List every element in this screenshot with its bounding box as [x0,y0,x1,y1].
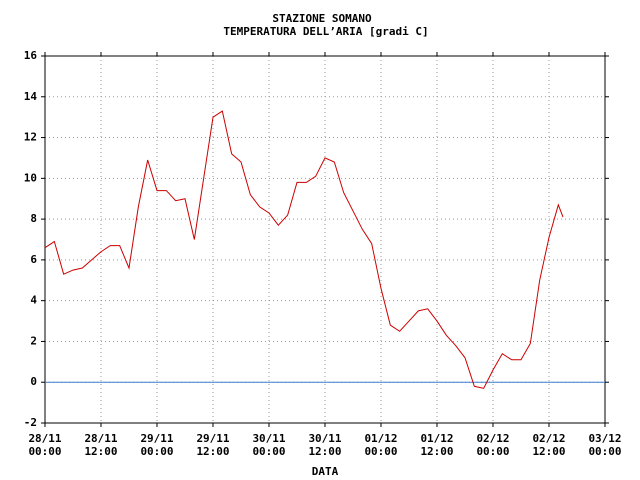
y-tick-label: 16 [24,49,38,62]
y-tick-label: 10 [24,171,37,184]
x-tick-label: 29/11 12:00 [196,432,229,458]
x-tick-label: 28/11 12:00 [84,432,117,458]
y-tick-label: 14 [24,90,38,103]
x-tick-label: 01/12 12:00 [420,432,453,458]
y-tick-label: 0 [30,375,37,388]
x-tick-label: 30/11 12:00 [308,432,341,458]
x-tick-label: 30/11 00:00 [252,432,285,458]
x-tick-label: 02/12 00:00 [476,432,509,458]
x-axis-label: DATA [312,465,339,478]
y-tick-label: -2 [24,416,37,429]
x-tick-label: 02/12 12:00 [532,432,565,458]
y-tick-label: 8 [30,212,37,225]
x-tick-label: 01/12 00:00 [364,432,397,458]
plot-frame [44,55,606,424]
chart-title: STAZIONE SOMANO [272,12,372,25]
y-tick-label: 12 [24,131,37,144]
data-line [44,110,564,389]
x-tick-label: 28/11 00:00 [28,432,61,458]
x-tick-label: 03/12 00:00 [588,432,621,458]
chart-subtitle: TEMPERATURA DELL’ARIA [gradi C] [223,25,428,38]
y-tick-label: 4 [30,294,37,307]
y-tick-label: 6 [30,253,37,266]
x-tick-label: 29/11 00:00 [140,432,173,458]
y-tick-label: 2 [30,334,37,347]
